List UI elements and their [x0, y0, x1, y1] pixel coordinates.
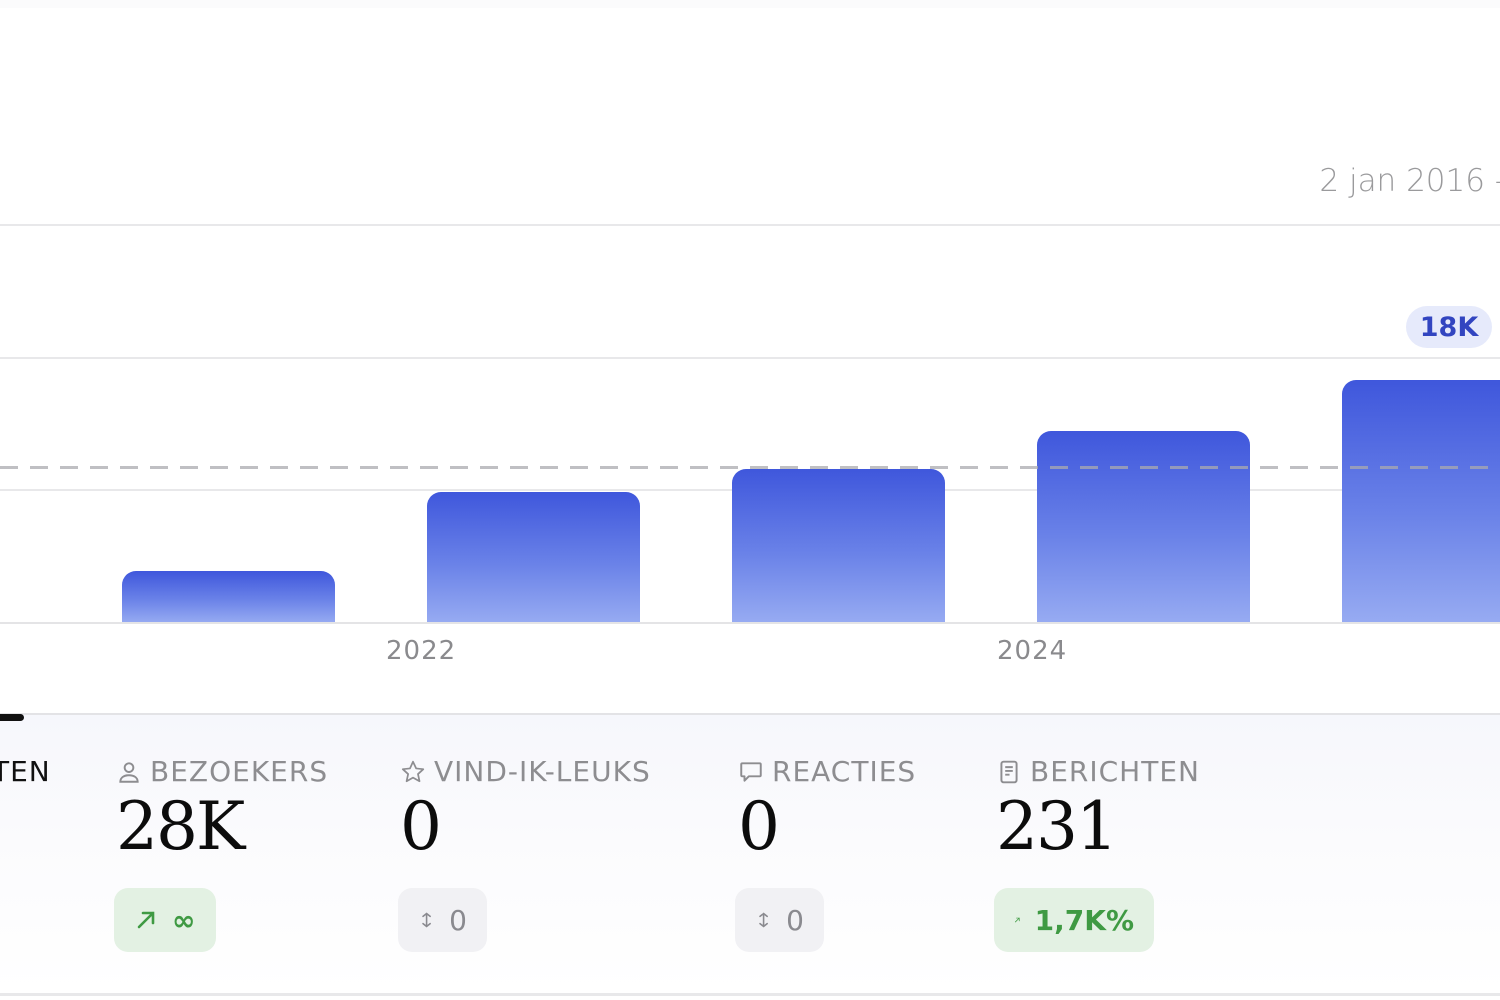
stat-tab-visitors[interactable]: BEZOEKERS 28K	[116, 755, 328, 860]
stat-tab-first[interactable]: TEN	[0, 755, 51, 788]
bar-2023[interactable]	[732, 469, 945, 623]
date-range-selector[interactable]: 2 jan 2016 -	[1319, 163, 1500, 199]
bar-2021[interactable]	[122, 571, 335, 623]
active-tab-indicator	[0, 714, 24, 721]
star-icon	[401, 760, 425, 782]
chart-baseline	[0, 622, 1500, 624]
delta-value: 1,7K%	[1034, 903, 1134, 937]
up-down-arrow-icon	[422, 912, 431, 928]
delta-badge-likes: 0	[398, 888, 487, 952]
stat-value: 0	[400, 788, 442, 865]
stat-value: 28K	[116, 788, 245, 865]
gridline	[0, 224, 1500, 226]
gridline	[0, 357, 1500, 359]
arrow-up-right-icon	[137, 911, 155, 929]
delta-badge-posts: 1,7K%	[994, 888, 1154, 952]
arrow-up-right-icon	[1015, 917, 1020, 923]
stat-tab-posts[interactable]: BERICHTEN 231	[996, 755, 1200, 860]
delta-value: ∞	[172, 903, 196, 937]
delta-badge-visitors: ∞	[114, 888, 216, 952]
stat-label: BEZOEKERS	[150, 755, 329, 788]
stat-value: 231	[996, 788, 1118, 865]
bar-2022[interactable]	[427, 492, 640, 623]
stat-label: TEN	[0, 755, 51, 788]
delta-value: 0	[786, 903, 804, 937]
person-icon	[119, 761, 139, 783]
delta-badge-comments: 0	[735, 888, 824, 952]
up-down-arrow-icon	[759, 912, 768, 928]
x-axis-label: 2024	[997, 636, 1068, 666]
stat-label: REACTIES	[772, 755, 917, 788]
stat-label: BERICHTEN	[1030, 755, 1200, 788]
speech-bubble-icon	[740, 761, 762, 782]
stat-tab-comments[interactable]: REACTIES 0	[738, 755, 916, 860]
stat-tab-likes[interactable]: VIND-IK-LEUKS 0	[400, 755, 651, 860]
stat-value: 0	[738, 788, 780, 865]
stat-label: VIND-IK-LEUKS	[434, 755, 651, 788]
bar-2024[interactable]	[1037, 431, 1250, 623]
top-strip	[0, 0, 1500, 8]
x-axis-label: 2022	[386, 636, 457, 666]
document-icon	[1000, 760, 1018, 783]
peak-value-badge: 18K	[1406, 306, 1492, 348]
bar-2025[interactable]	[1342, 380, 1500, 623]
delta-value: 0	[449, 903, 467, 937]
bar-chart: 18K 2022 2024	[0, 224, 1500, 666]
average-line	[0, 466, 1500, 469]
